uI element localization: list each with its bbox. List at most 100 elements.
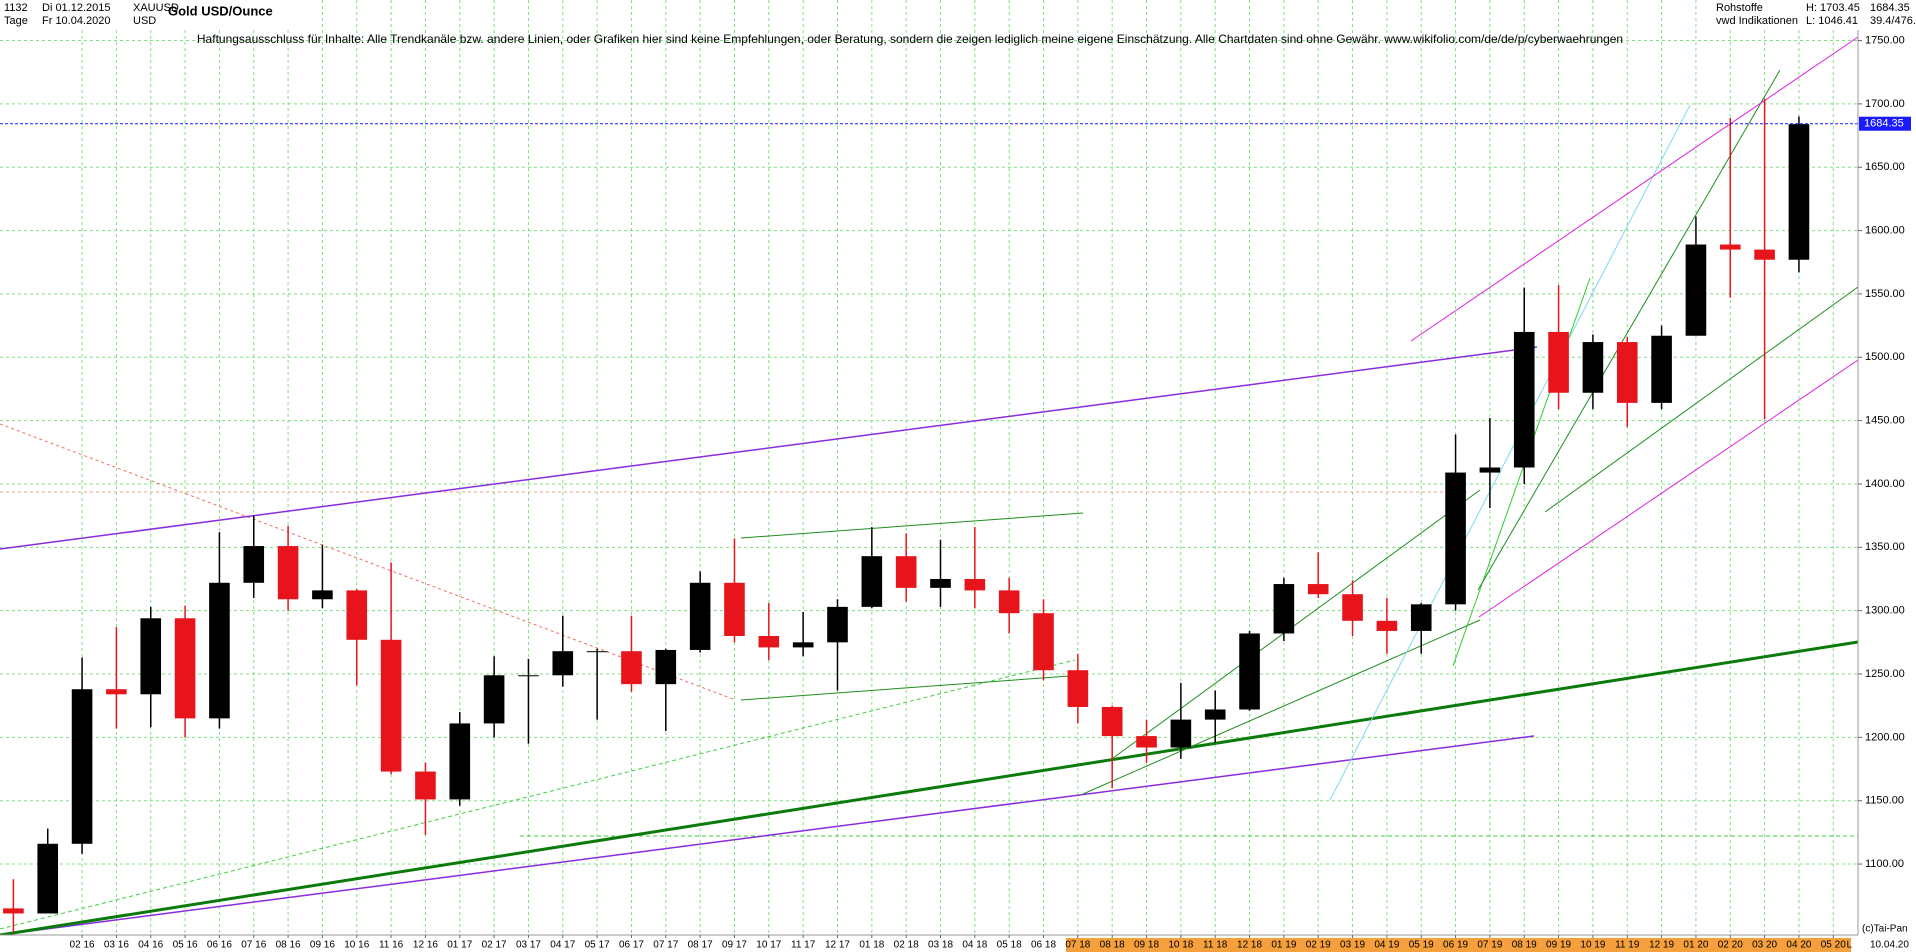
candle-body xyxy=(106,689,127,695)
x-tick-label: 05 16 xyxy=(173,940,198,951)
x-tick-label: 01 17 xyxy=(447,940,472,951)
x-tick-label: 08 16 xyxy=(276,940,301,951)
trendline xyxy=(1410,36,1859,342)
y-tick-label: 1100.00 xyxy=(1865,858,1904,870)
candle-body xyxy=(518,675,539,677)
trendline xyxy=(0,423,734,700)
y-tick-label: 1550.00 xyxy=(1865,288,1905,300)
candle-body xyxy=(37,843,59,914)
candle-body xyxy=(724,582,745,637)
symbol: XAUUSD xyxy=(133,2,179,14)
x-tick-label: 11 17 xyxy=(791,940,816,951)
period: Tage xyxy=(4,15,28,27)
x-tick-label: 02 17 xyxy=(482,940,507,951)
x-tick-label: 02 19 xyxy=(1306,940,1331,951)
candle-body xyxy=(895,556,917,588)
x-tick-label: 07 19 xyxy=(1477,940,1502,951)
trendline xyxy=(1082,619,1481,795)
y-tick-label: 1750.00 xyxy=(1865,34,1905,46)
trendline xyxy=(740,512,1084,539)
trendline xyxy=(0,346,1538,550)
candle-body xyxy=(861,556,883,607)
candle-body xyxy=(209,582,230,719)
y-tick-label: 1700.00 xyxy=(1865,98,1905,110)
trendline xyxy=(1478,359,1859,618)
x-tick-label: 09 17 xyxy=(722,940,747,951)
candle-body xyxy=(1685,244,1707,336)
x-tick-label: 03 16 xyxy=(104,940,129,951)
candle-body xyxy=(586,651,608,653)
candles xyxy=(0,98,1858,933)
x-tick-label: 12 17 xyxy=(825,940,850,951)
currency: USD xyxy=(133,15,156,27)
x-tick-label: 07 18 xyxy=(1065,940,1090,951)
candle-body xyxy=(1342,594,1363,621)
candle-body xyxy=(1479,467,1501,473)
x-tick-label: 10 16 xyxy=(344,940,369,951)
candle-body xyxy=(1204,709,1226,720)
x-tick-label: 05 18 xyxy=(997,940,1022,951)
candle-body xyxy=(1445,472,1466,605)
candle-body xyxy=(1067,670,1089,707)
candle-body xyxy=(1239,633,1260,710)
candle-body xyxy=(1410,604,1432,631)
candle-body xyxy=(1513,331,1535,468)
x-tick-label: 05 20 xyxy=(1821,940,1846,951)
candle-body xyxy=(277,546,299,600)
to-date: Fr 10.04.2020 xyxy=(42,15,111,27)
trendline xyxy=(0,659,1076,930)
candle-body xyxy=(689,582,711,650)
candle-body xyxy=(1788,124,1810,260)
x-tick-label: 08 17 xyxy=(688,940,713,951)
trendline xyxy=(1329,104,1691,801)
x-tick-label: 03 18 xyxy=(928,940,953,951)
x-tick-label: 11 18 xyxy=(1203,940,1228,951)
x-tick-label: 04 18 xyxy=(962,940,987,951)
candle-body xyxy=(71,689,93,844)
last-price-label: 1684.35 xyxy=(1864,118,1904,130)
candle-body xyxy=(1582,342,1604,393)
candle-body xyxy=(827,606,848,643)
candle-body xyxy=(930,578,951,588)
x-tick-label: 09 19 xyxy=(1546,940,1571,951)
candle-body xyxy=(380,639,402,772)
candle-body xyxy=(1754,249,1775,260)
candle-body xyxy=(140,618,162,695)
candle-body xyxy=(1136,736,1157,748)
copyright: (c)Tai-Pan xyxy=(1862,924,1908,935)
x-tick-label: 05 17 xyxy=(585,940,610,951)
scale: L xyxy=(1846,940,1852,951)
candle-body xyxy=(312,590,333,600)
x-tick-label: 02 18 xyxy=(894,940,919,951)
x-tick-label: 01 19 xyxy=(1271,940,1296,951)
x-tick-label: 01 18 xyxy=(859,940,884,951)
x-tick-label: 04 19 xyxy=(1374,940,1399,951)
x-tick-label: 12 16 xyxy=(413,940,438,951)
source: vwd Indikationen xyxy=(1716,15,1798,27)
x-tick-label: 04 16 xyxy=(138,940,163,951)
candle-body xyxy=(655,649,677,685)
candle-body xyxy=(1376,620,1398,631)
candle-body xyxy=(552,651,574,676)
candle-body xyxy=(3,908,24,914)
x-tick-label: 11 16 xyxy=(379,940,404,951)
y-tick-label: 1500.00 xyxy=(1865,351,1905,363)
candle-body xyxy=(1307,584,1329,595)
info-box xyxy=(1710,0,1916,30)
x-tick-label: 07 16 xyxy=(241,940,266,951)
x-tick-label: 03 17 xyxy=(516,940,541,951)
change: 39.4/476.3 xyxy=(1870,15,1916,27)
candle-body xyxy=(1719,244,1741,250)
trendline xyxy=(1112,489,1481,759)
trendline xyxy=(1544,286,1859,513)
x-tick-label: 06 17 xyxy=(619,940,644,951)
x-tick-label: 06 16 xyxy=(207,940,232,951)
x-tick-label: 10 18 xyxy=(1168,940,1193,951)
from-date: Di 01.12.2015 xyxy=(42,2,111,14)
candle-body xyxy=(174,618,196,719)
candle-body xyxy=(1548,331,1569,393)
x-tick-label: 04 17 xyxy=(550,940,575,951)
x-tick-label: 03 19 xyxy=(1340,940,1365,951)
